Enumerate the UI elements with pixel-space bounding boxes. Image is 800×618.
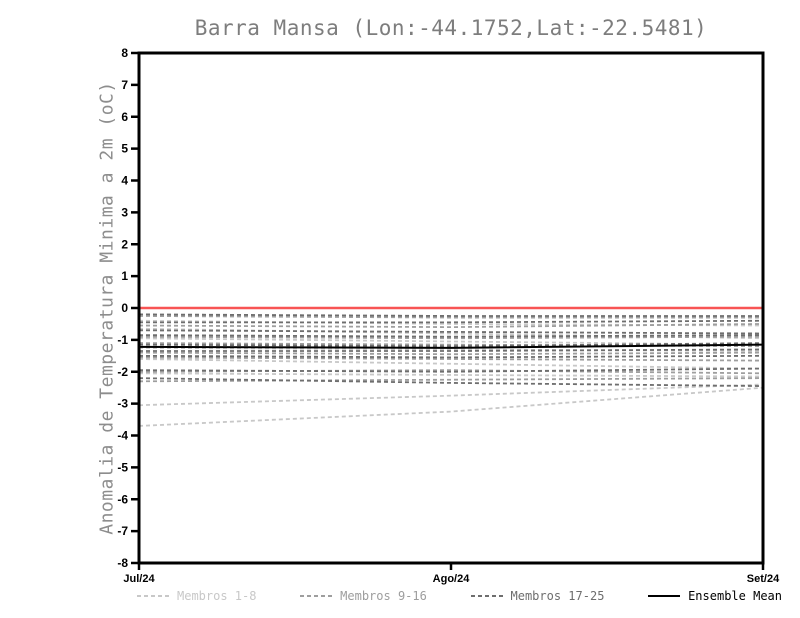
y-tick-label: 0 <box>121 301 128 315</box>
member-line-member-15 <box>138 323 764 329</box>
dashed-line-sample-icon <box>300 595 333 597</box>
legend-label: Membros 17-25 <box>510 589 605 603</box>
y-tick-label: -8 <box>117 556 128 570</box>
y-tick-label: 6 <box>121 110 128 124</box>
y-tick-label: -5 <box>117 460 128 474</box>
y-tick-label: 8 <box>121 46 128 60</box>
y-tick-label: 1 <box>121 269 128 283</box>
y-tick-label: 3 <box>121 205 128 219</box>
member-line-member-11 <box>138 356 764 362</box>
member-line-member-4 <box>138 358 764 370</box>
y-tick-label: -6 <box>117 492 128 506</box>
member-line-member-22 <box>138 334 764 338</box>
chart-title: Barra Mansa (Lon:-44.1752,Lat:-22.5481) <box>194 16 708 40</box>
legend-item-membros-17-25: Membros 17-25 <box>470 589 605 603</box>
ensemble-mean-line <box>138 343 764 349</box>
member-line-member-21 <box>138 342 764 348</box>
legend-label: Ensemble Mean <box>688 589 782 603</box>
member-line-member-17 <box>138 377 764 387</box>
member-line-member-9 <box>138 377 764 383</box>
member-line-member-16 <box>138 315 763 319</box>
member-line-member-23 <box>138 329 764 335</box>
legend-label: Membros 9-16 <box>340 589 427 603</box>
y-tick-label: -1 <box>117 333 128 347</box>
member-line-member-1 <box>138 386 764 427</box>
x-tick-label: Jul/24 <box>123 573 155 585</box>
y-tick-label: -2 <box>117 365 128 379</box>
member-line-member-14 <box>138 335 764 340</box>
member-line-member-12 <box>138 351 764 356</box>
y-tick-label: 4 <box>121 174 128 188</box>
member-line-member-25 <box>138 313 763 317</box>
member-line-member-3 <box>138 372 764 378</box>
member-line-member-24 <box>139 319 764 324</box>
y-tick-label: 2 <box>121 237 128 251</box>
legend-item-ensemble-mean: Ensemble Mean <box>648 589 782 603</box>
y-tick-label: 5 <box>121 142 128 156</box>
member-line-member-2 <box>138 383 764 407</box>
x-tick-label: Set/24 <box>747 573 780 585</box>
dashed-line-sample-icon <box>470 595 503 597</box>
y-tick-label: 7 <box>121 78 128 92</box>
dashed-line-sample-icon <box>137 595 169 597</box>
x-tick-label: Ago/24 <box>433 573 471 585</box>
y-tick-label: -3 <box>117 397 128 411</box>
legend-item-membros-1-8: Membros 1-8 <box>137 589 256 603</box>
legend-item-membros-9-16: Membros 9-16 <box>300 589 427 603</box>
y-tick-label: -7 <box>117 524 128 538</box>
member-line-member-19 <box>138 354 764 359</box>
solid-line-sample-icon <box>648 595 681 597</box>
member-line-member-20 <box>139 348 764 352</box>
y-tick-label: -4 <box>117 429 128 443</box>
member-line-member-18 <box>138 367 764 373</box>
legend: Membros 1-8 Membros 9-16 Membros 17-25 Ense… <box>137 589 782 603</box>
legend-label: Membros 1-8 <box>177 589 257 603</box>
member-line-member-10 <box>138 369 764 375</box>
